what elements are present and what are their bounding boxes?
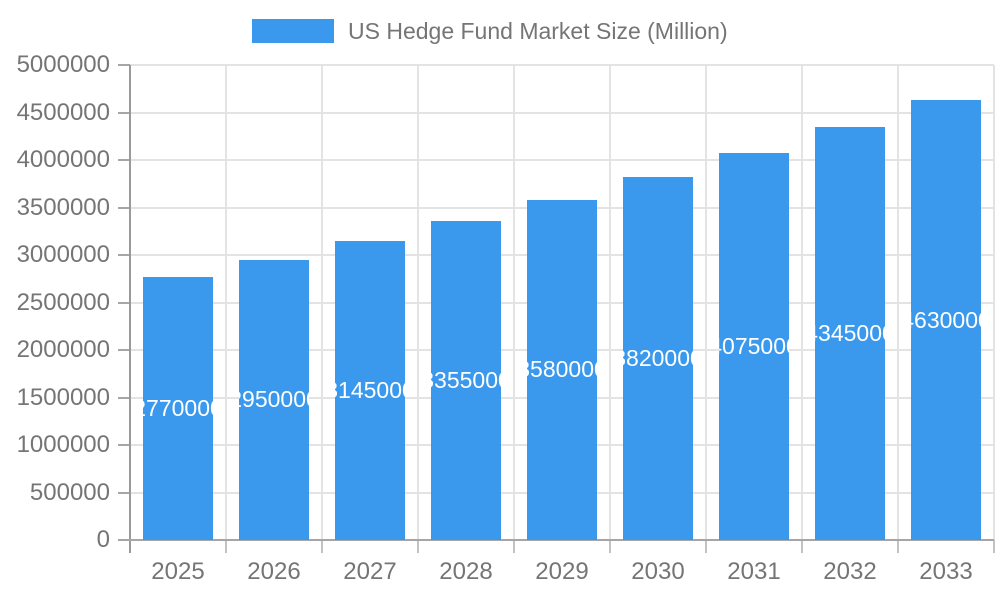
- x-axis-tick: [993, 540, 995, 553]
- y-gridline: [130, 111, 994, 114]
- bar-2029: [527, 199, 597, 540]
- x-tick-label: 2028: [439, 558, 493, 585]
- bar-value-text: 4075000: [719, 332, 789, 359]
- bar-value-label: 4630000: [911, 100, 981, 540]
- y-tick-label: 500000: [29, 478, 110, 506]
- legend-item[interactable]: US Hedge Fund Market Size (Million): [252, 16, 728, 46]
- bar-value-label: 3820000: [623, 177, 693, 540]
- y-tick-label: 2500000: [16, 288, 110, 316]
- y-gridline: [130, 159, 994, 161]
- y-axis-tick: [118, 206, 130, 209]
- bar-value-label: 2950000: [239, 260, 309, 540]
- y-gridline: [130, 64, 994, 66]
- x-axis-tick: [705, 540, 707, 553]
- y-axis-tick: [118, 444, 130, 446]
- y-axis-tick: [118, 301, 130, 304]
- bar-2030: [623, 177, 693, 540]
- bar-value-label: 2770000: [143, 277, 213, 540]
- legend-swatch: [252, 19, 334, 43]
- bar-value-text: 2770000: [143, 394, 213, 421]
- x-tick-label: 2027: [343, 558, 397, 585]
- y-axis-tick: [118, 254, 130, 256]
- bar-2031: [719, 152, 789, 540]
- x-gridline: [993, 65, 995, 540]
- y-axis-line: [129, 65, 131, 553]
- x-gridline: [321, 65, 323, 540]
- bar-value-label: 3145000: [335, 241, 405, 540]
- bar-value-text: 4345000: [815, 320, 885, 347]
- bar-2032: [815, 127, 885, 540]
- bar-value-text: 3820000: [623, 345, 693, 372]
- x-tick-label: 2025: [151, 558, 205, 585]
- y-axis-tick: [118, 349, 130, 351]
- y-tick-label: 4000000: [16, 146, 110, 173]
- x-gridline: [225, 65, 227, 540]
- x-tick-label: 2032: [823, 558, 877, 585]
- y-tick-label: 2000000: [16, 336, 110, 363]
- x-gridline: [513, 65, 515, 540]
- x-tick-label: 2026: [247, 558, 301, 585]
- x-tick-label: 2033: [919, 558, 973, 585]
- x-axis-tick: [897, 540, 899, 553]
- y-axis-tick: [118, 396, 130, 399]
- legend-label: US Hedge Fund Market Size (Million): [348, 17, 728, 44]
- bar-2026: [239, 259, 309, 540]
- y-tick-label: 3500000: [16, 193, 110, 221]
- y-tick-label: 0: [96, 526, 110, 553]
- y-axis-tick: [118, 64, 130, 66]
- bar-value-label: 4345000: [815, 127, 885, 540]
- y-axis-tick: [118, 491, 130, 494]
- x-axis-tick: [225, 540, 227, 553]
- bar-value-text: 2950000: [239, 386, 309, 413]
- x-gridline: [417, 65, 419, 540]
- bar-value-text: 4630000: [911, 306, 981, 333]
- bar-value-label: 3355000: [431, 221, 501, 540]
- bar-2025: [143, 276, 213, 540]
- y-tick-label: 4500000: [16, 98, 110, 126]
- x-gridline: [801, 65, 803, 540]
- bar-2033: [911, 100, 981, 540]
- bar-value-label: 3580000: [527, 200, 597, 540]
- x-axis-tick: [609, 540, 611, 553]
- x-gridline: [705, 65, 707, 540]
- bar-value-text: 3145000: [335, 377, 405, 404]
- bar-2028: [431, 221, 501, 540]
- y-tick-label: 3000000: [16, 241, 110, 268]
- y-tick-label: 1000000: [16, 431, 110, 458]
- x-gridline: [609, 65, 611, 540]
- bar-2027: [335, 241, 405, 540]
- y-axis-tick: [118, 159, 130, 161]
- x-axis-tick: [417, 540, 419, 553]
- x-axis-tick: [801, 540, 803, 553]
- x-tick-label: 2029: [535, 558, 589, 585]
- bar-value-text: 3355000: [431, 367, 501, 394]
- x-axis-tick: [513, 540, 515, 553]
- x-tick-label: 2031: [727, 558, 781, 585]
- bar-value-label: 4075000: [719, 153, 789, 540]
- x-axis-line: [118, 539, 994, 541]
- y-tick-label: 1500000: [16, 383, 110, 411]
- x-tick-label: 2030: [631, 558, 685, 585]
- y-tick-label: 5000000: [16, 51, 110, 78]
- bar-value-text: 3580000: [527, 356, 597, 383]
- x-axis-tick: [321, 540, 323, 553]
- x-gridline: [897, 65, 899, 540]
- y-axis-tick: [118, 111, 130, 114]
